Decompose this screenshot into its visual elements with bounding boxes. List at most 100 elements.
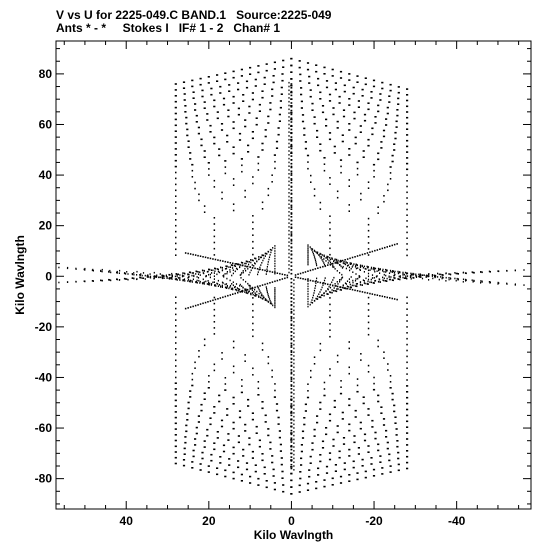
uv-point xyxy=(241,170,243,173)
uv-point xyxy=(338,95,341,98)
uv-point xyxy=(332,438,335,441)
uv-point xyxy=(309,455,312,458)
uv-point xyxy=(271,461,274,464)
uv-point xyxy=(248,263,250,266)
uv-point xyxy=(360,192,362,195)
uv-point xyxy=(293,393,295,395)
uv-point xyxy=(364,253,366,255)
uv-point xyxy=(406,122,409,125)
uv-point xyxy=(386,112,389,115)
uv-point xyxy=(133,277,135,280)
uv-point xyxy=(248,112,251,114)
uv-point xyxy=(406,296,408,299)
uv-point xyxy=(336,190,339,193)
uv-point xyxy=(365,277,367,280)
uv-point xyxy=(274,265,276,267)
uv-point xyxy=(264,299,266,301)
uv-point xyxy=(321,105,325,107)
uv-point xyxy=(412,272,414,275)
uv-point xyxy=(361,465,364,467)
uv-point xyxy=(232,272,234,275)
uv-point xyxy=(163,275,165,277)
uv-point xyxy=(370,278,372,281)
uv-point xyxy=(139,276,141,279)
uv-point xyxy=(293,313,295,315)
uv-point xyxy=(257,484,260,486)
uv-point xyxy=(250,287,252,290)
uv-point xyxy=(334,285,336,287)
uv-point xyxy=(232,403,235,405)
uv-point xyxy=(224,377,227,379)
uv-point xyxy=(267,301,270,303)
uv-point xyxy=(321,259,323,261)
uv-point xyxy=(232,264,234,267)
uv-point xyxy=(290,388,293,390)
uv-point xyxy=(367,229,370,232)
uv-point xyxy=(367,266,369,269)
uv-point xyxy=(75,281,77,283)
uv-point xyxy=(418,275,420,278)
uv-point xyxy=(199,280,201,283)
uv-point xyxy=(277,133,280,136)
uv-point xyxy=(266,291,268,293)
uv-point xyxy=(406,139,409,142)
uv-point xyxy=(317,281,319,283)
uv-point xyxy=(397,103,400,105)
uv-point xyxy=(394,277,396,279)
uv-point xyxy=(353,284,355,287)
uv-point xyxy=(252,293,254,296)
uv-point xyxy=(363,265,365,268)
uv-point xyxy=(251,92,254,94)
uv-point xyxy=(237,291,239,294)
uv-point xyxy=(331,75,334,77)
uv-point xyxy=(241,164,243,167)
uv-point xyxy=(294,274,297,276)
uv-point xyxy=(293,328,295,331)
uv-point xyxy=(195,121,198,123)
uv-point xyxy=(133,272,135,274)
uv-point xyxy=(203,392,206,394)
uv-point xyxy=(248,274,250,276)
uv-point xyxy=(523,284,525,286)
uv-point xyxy=(320,296,322,299)
uv-point xyxy=(248,437,251,439)
uv-point xyxy=(288,252,290,255)
uv-point xyxy=(377,394,380,397)
uv-point xyxy=(186,128,189,131)
uv-point xyxy=(311,299,313,301)
uv-point xyxy=(187,146,190,148)
uv-point xyxy=(198,350,200,352)
uv-point xyxy=(268,298,271,300)
uv-point xyxy=(245,262,247,265)
uv-point xyxy=(329,253,331,256)
uv-point xyxy=(336,285,339,288)
uv-point xyxy=(332,264,334,267)
uv-point xyxy=(389,83,392,86)
uv-point xyxy=(319,201,322,204)
uv-point xyxy=(161,274,163,277)
uv-point xyxy=(242,279,244,281)
uv-point xyxy=(290,324,293,326)
uv-point xyxy=(163,277,165,279)
uv-point xyxy=(244,430,247,432)
uv-point xyxy=(257,169,260,171)
uv-point xyxy=(363,433,367,436)
uv-point xyxy=(212,258,214,260)
uv-point xyxy=(293,377,295,380)
uv-point xyxy=(311,102,314,105)
uv-point xyxy=(449,277,452,279)
uv-point xyxy=(189,279,192,282)
uv-point xyxy=(191,163,194,166)
uv-point xyxy=(257,71,260,74)
uv-point xyxy=(269,302,271,305)
uv-point xyxy=(195,114,198,117)
uv-point xyxy=(307,285,309,288)
uv-point xyxy=(325,80,329,82)
uv-point xyxy=(237,82,240,84)
uv-point xyxy=(242,271,244,274)
uv-point xyxy=(237,113,240,116)
uv-point xyxy=(367,272,370,275)
uv-point xyxy=(266,270,268,273)
uv-point xyxy=(373,169,375,172)
uv-point xyxy=(406,111,409,113)
